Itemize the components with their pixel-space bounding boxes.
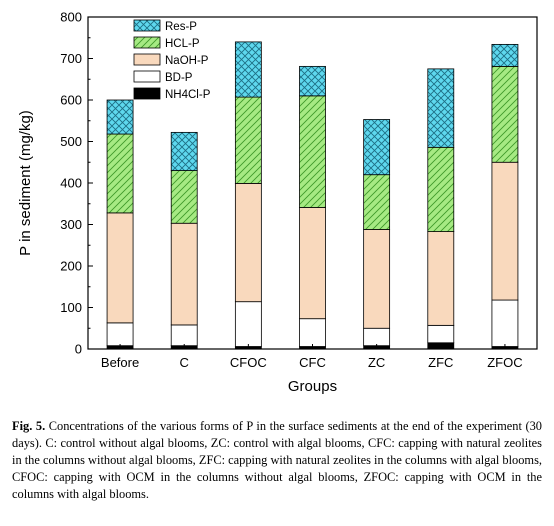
bar-cfoc-series-4 bbox=[234, 41, 262, 98]
bar-cfc-series-1 bbox=[299, 318, 326, 347]
bar-zfoc-series-1 bbox=[491, 299, 519, 347]
bar-before-series-2 bbox=[106, 212, 134, 324]
bar-zfc-series-4 bbox=[427, 68, 455, 148]
legend-label-0: Res-P bbox=[165, 21, 197, 33]
x-tick-label: ZC bbox=[368, 355, 385, 370]
bar-zfoc-series-2 bbox=[491, 161, 519, 301]
legend-swatch-0 bbox=[133, 19, 161, 32]
legend-label-1: HCL-P bbox=[165, 38, 200, 50]
bar-cfc-series-2 bbox=[299, 207, 326, 320]
bar-cfoc-series-3 bbox=[234, 96, 262, 184]
y-tick-label: 200 bbox=[60, 259, 82, 274]
bar-cfoc-series-2 bbox=[234, 183, 262, 303]
y-axis-label: P in sediment (mg/kg) bbox=[17, 110, 34, 256]
bar-zfc-series-3 bbox=[427, 146, 455, 232]
legend-swatch-1 bbox=[133, 36, 161, 49]
caption-label: Fig. 5. bbox=[12, 419, 46, 433]
y-tick-label: 600 bbox=[60, 93, 82, 108]
legend: Res-P HCL-P NaOH-P BD-P NH4Cl-P bbox=[133, 19, 211, 101]
bar-zc-series-4 bbox=[363, 119, 391, 176]
figure-caption: Fig. 5. Concentrations of the various fo… bbox=[12, 418, 542, 503]
bar-cfoc-series-1 bbox=[234, 301, 262, 347]
bar-c-series-3 bbox=[170, 170, 198, 224]
bar-c-series-2 bbox=[170, 222, 198, 326]
caption-text: Concentrations of the various forms of P… bbox=[12, 419, 542, 501]
x-tick-label: CFC bbox=[299, 355, 326, 370]
x-axis-label: Groups bbox=[288, 378, 337, 395]
bar-zfoc-series-3 bbox=[491, 65, 519, 163]
y-tick-label: 400 bbox=[60, 176, 82, 191]
legend-label-4: NH4Cl-P bbox=[165, 89, 211, 101]
legend-label-2: NaOH-P bbox=[165, 55, 209, 67]
bar-c-series-1 bbox=[170, 324, 198, 347]
bar-zfc-series-2 bbox=[427, 231, 455, 326]
x-tick-label: ZFOC bbox=[487, 355, 522, 370]
bar-zfoc-series-4 bbox=[491, 43, 519, 67]
x-tick-label: CFOC bbox=[230, 355, 267, 370]
bar-zc-series-2 bbox=[363, 229, 391, 329]
y-tick-label: 300 bbox=[60, 217, 82, 232]
stacked-bar-chart: 0 100 200 300 400 500 600 700 800 Before C CFOC CFC Z… bbox=[17, 10, 538, 395]
y-tick-label: 800 bbox=[60, 10, 82, 25]
legend-swatch-3 bbox=[133, 70, 161, 83]
x-tick-label: Before bbox=[101, 355, 139, 370]
bar-zc-series-3 bbox=[363, 174, 391, 230]
legend-label-3: BD-P bbox=[165, 72, 193, 84]
bar-c-series-4 bbox=[170, 131, 198, 171]
bar-zc-series-1 bbox=[363, 327, 391, 347]
axes: 0 100 200 300 400 500 600 700 800 Before C CFOC CFC Z… bbox=[60, 10, 538, 370]
bar-before-series-4 bbox=[106, 99, 134, 135]
bar-cfc-series-4 bbox=[299, 65, 326, 97]
legend-swatch-2 bbox=[133, 53, 161, 66]
x-tick-label: C bbox=[180, 355, 189, 370]
x-tick-label: ZFC bbox=[428, 355, 453, 370]
y-tick-label: 500 bbox=[60, 134, 82, 149]
y-tick-label: 100 bbox=[60, 300, 82, 315]
bar-before-series-1 bbox=[106, 322, 134, 347]
bar-zfc-series-1 bbox=[427, 324, 455, 344]
y-tick-label: 0 bbox=[75, 342, 82, 357]
bar-cfc-series-3 bbox=[299, 95, 326, 208]
legend-swatch-4 bbox=[133, 87, 161, 100]
bar-before-series-3 bbox=[106, 133, 134, 214]
y-tick-label: 700 bbox=[60, 51, 82, 66]
